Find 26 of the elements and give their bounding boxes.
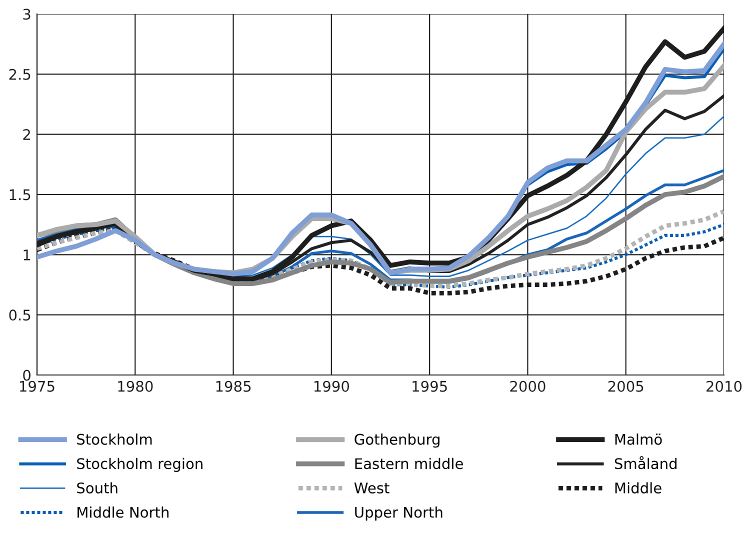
legend-label: Stockholm [77,434,152,445]
legend-label: South [77,482,118,494]
legend-label: Upper North [355,506,442,521]
y-tick-label: 1 [24,250,30,260]
x-tick-label: 1985 [216,380,251,392]
x-tick-label: 1980 [118,380,153,392]
x-tick-label: 2000 [510,380,546,392]
x-tick-label: 1990 [314,380,350,392]
y-tick-label: 0 [23,370,30,381]
y-tick-label: 1.5 [10,189,30,200]
legend-label: West [354,482,390,494]
legend-label: Malmö [615,434,662,445]
x-tick-label: 1995 [412,380,447,392]
legend-label: Stockholm region [77,458,202,472]
x-tick-label: 2005 [608,380,644,392]
x-tick-label: 2010 [706,380,742,392]
legend-label: Eastern middle [355,458,463,470]
legend-label: Middle North [78,506,168,518]
legend-label: Småland [614,456,676,470]
y-tick-label: 3 [23,8,30,20]
y-tick-label: 2 [23,129,30,140]
y-tick-label: 0.5 [9,310,30,321]
y-tick-label: 2.5 [9,68,30,80]
legend-label: Middle [615,482,662,494]
x-tick-label: 1975 [20,380,54,392]
legend-label: Gothenburg [354,434,440,448]
